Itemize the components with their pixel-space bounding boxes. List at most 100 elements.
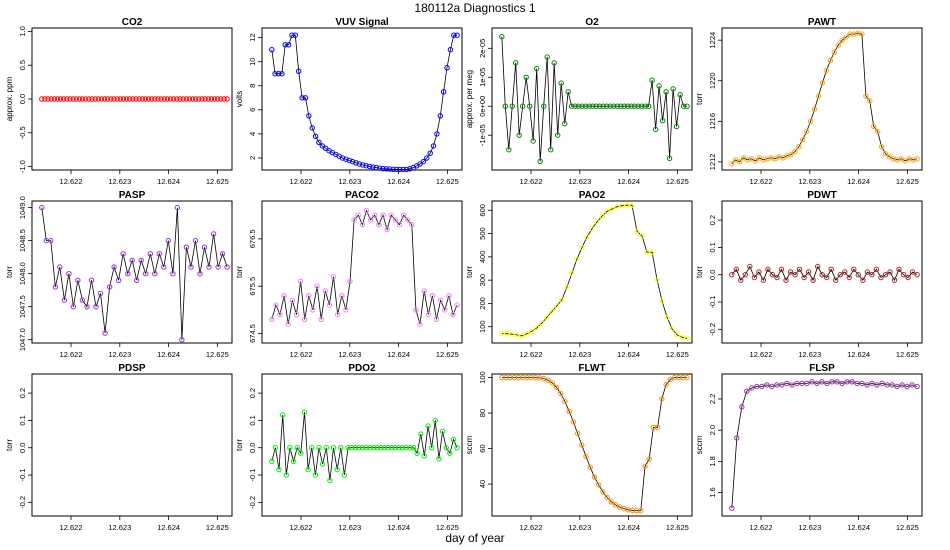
panel-vuv-signal: VUV Signal 2 4 6 8 10 12 12.622 12.623 12.624 12.6… (235, 17, 463, 186)
y-tick-label: 1224 (708, 32, 717, 49)
data-point (537, 158, 543, 165)
data-point (111, 96, 117, 102)
data-point (292, 32, 298, 38)
panel-paco2: PACO2 674.5 675.5 676.5 12.622 12.623 12.624 12… (235, 190, 463, 359)
data-point (796, 144, 802, 150)
data-point (639, 103, 645, 109)
data-point (149, 96, 155, 102)
data-point (815, 263, 821, 270)
y-tick-label: 1216 (708, 113, 717, 130)
y-tick-label: 0.2 (248, 388, 257, 398)
data-point (443, 445, 449, 451)
data-point (418, 431, 424, 437)
data-point (814, 380, 820, 387)
panel-title: PASP (119, 190, 146, 201)
panel-pao2: PAO2 100 200 300 400 500 600 12.622 12.623 12.624… (465, 190, 693, 359)
data-point (586, 103, 592, 109)
data-point (275, 71, 282, 77)
data-point (133, 96, 139, 102)
data-point (549, 308, 555, 315)
data-point (514, 332, 520, 338)
y-tick-label: 0.5 (18, 60, 27, 70)
y-tick-label: 675.5 (248, 277, 257, 296)
data-point (134, 277, 140, 283)
data-point (380, 212, 386, 218)
data-point (854, 380, 860, 387)
data-point (316, 445, 322, 451)
data-point (447, 450, 453, 456)
data-point (541, 103, 547, 109)
data-point (502, 103, 508, 109)
data-point (101, 96, 108, 102)
data-point (884, 382, 890, 388)
figure-xlabel: day of year (445, 531, 504, 545)
data-point (177, 96, 183, 102)
series-line (501, 377, 688, 512)
data-point (506, 147, 512, 153)
data-point (405, 217, 411, 223)
data-point (871, 123, 877, 130)
data-point (819, 379, 825, 385)
data-point (764, 382, 770, 388)
data-point (878, 274, 884, 281)
data-point (145, 96, 152, 102)
data-point (352, 445, 359, 451)
data-point (569, 103, 575, 109)
data-point (553, 384, 560, 390)
data-point (634, 228, 640, 235)
data-point (199, 96, 205, 102)
data-point (596, 482, 602, 488)
data-point (359, 222, 366, 228)
data-point (305, 466, 311, 473)
data-point (64, 96, 70, 102)
series-line (501, 36, 688, 162)
y-tick-label: 2.2 (708, 394, 717, 404)
data-point (604, 208, 610, 215)
data-point (869, 380, 875, 387)
data-point (425, 311, 431, 318)
y-tick-label: 2e-05 (478, 39, 487, 58)
x-tick-label: 12.625 (436, 177, 459, 186)
data-point (444, 65, 450, 71)
data-point (76, 96, 83, 102)
x-tick-label: 12.622 (520, 523, 543, 532)
x-tick-label: 12.625 (206, 177, 229, 186)
data-point (819, 80, 826, 86)
x-tick-label: 12.622 (290, 350, 313, 359)
x-tick-label: 12.625 (666, 523, 689, 532)
data-point (161, 96, 168, 102)
data-point (127, 96, 133, 102)
data-point (314, 283, 320, 289)
data-point (316, 139, 322, 146)
y-tick-label: 1e-05 (478, 68, 487, 87)
data-point (450, 311, 456, 318)
x-tick-label: 12.622 (290, 523, 313, 532)
data-point (914, 272, 920, 278)
data-point (322, 288, 328, 294)
data-point (729, 161, 735, 167)
data-point (779, 382, 785, 388)
data-point (646, 456, 652, 462)
y-tick-label: 1220 (708, 72, 717, 89)
data-point (499, 331, 505, 337)
data-point (309, 125, 315, 131)
data-point (783, 277, 789, 283)
data-point (424, 155, 430, 161)
data-point (221, 96, 227, 102)
series-line (41, 207, 228, 340)
data-point (597, 103, 603, 109)
data-point (864, 382, 870, 388)
data-point (312, 472, 319, 478)
y-axis-label: torr (5, 439, 14, 451)
data-point (673, 123, 680, 130)
data-point (618, 103, 624, 109)
data-point (799, 380, 805, 387)
data-point (86, 96, 92, 102)
data-point (875, 128, 881, 135)
x-tick-label: 12.623 (108, 177, 131, 186)
data-point (345, 445, 351, 451)
y-tick-label: 1212 (708, 154, 717, 171)
data-point (346, 157, 352, 164)
panel-title: PDWT (807, 190, 836, 201)
data-point (215, 96, 221, 102)
